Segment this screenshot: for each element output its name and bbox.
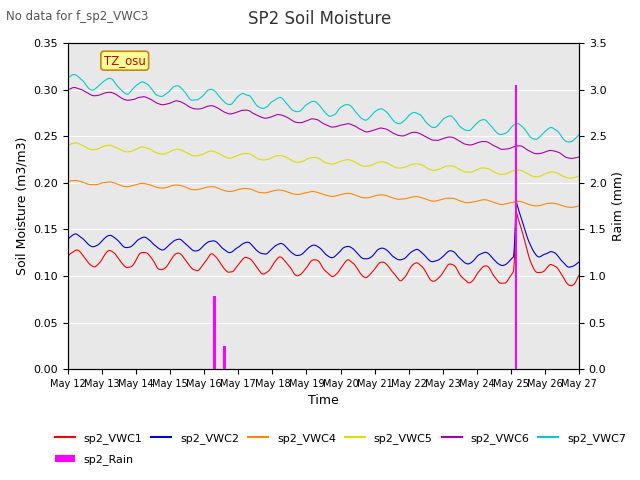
sp2_VWC5: [125, 149, 132, 155]
sp2_VWC4: [355, 194, 363, 200]
sp2_VWC7: [292, 108, 300, 114]
sp2_VWC1: [104, 249, 111, 254]
sp2_VWC6: [575, 154, 583, 160]
sp2_VWC5: [301, 157, 308, 163]
sp2_VWC1: [281, 258, 289, 264]
sp2_VWC2: [64, 236, 72, 242]
sp2_VWC1: [64, 253, 72, 259]
sp2_VWC7: [575, 132, 583, 137]
sp2_VWC1: [567, 283, 575, 288]
sp2_VWC5: [355, 162, 363, 168]
Line: sp2_VWC1: sp2_VWC1: [68, 212, 579, 286]
sp2_VWC2: [281, 243, 289, 249]
sp2_VWC7: [70, 72, 77, 77]
Text: No data for f_sp2_VWC3: No data for f_sp2_VWC3: [6, 10, 148, 23]
sp2_VWC7: [301, 103, 308, 109]
sp2_VWC6: [301, 119, 308, 124]
sp2_VWC1: [355, 268, 363, 274]
sp2_VWC5: [72, 140, 80, 146]
sp2_VWC4: [71, 178, 79, 183]
sp2_VWC4: [575, 203, 583, 209]
sp2_VWC2: [292, 252, 300, 258]
sp2_VWC6: [64, 87, 72, 93]
sp2_VWC6: [125, 97, 132, 103]
sp2_VWC4: [568, 204, 575, 210]
sp2_VWC2: [125, 244, 132, 250]
X-axis label: Time: Time: [308, 395, 339, 408]
sp2_VWC4: [64, 179, 72, 184]
sp2_VWC7: [125, 91, 132, 96]
sp2_VWC1: [513, 209, 520, 215]
sp2_VWC1: [301, 267, 308, 273]
sp2_VWC7: [64, 75, 72, 81]
sp2_VWC7: [282, 99, 289, 105]
Legend: sp2_Rain: sp2_Rain: [51, 450, 138, 469]
sp2_VWC2: [355, 252, 363, 258]
sp2_VWC5: [566, 175, 574, 181]
sp2_VWC5: [282, 154, 289, 160]
sp2_VWC4: [301, 190, 308, 196]
sp2_VWC2: [301, 249, 308, 254]
Line: sp2_VWC6: sp2_VWC6: [68, 87, 579, 158]
sp2_VWC2: [104, 233, 111, 239]
sp2_VWC5: [104, 143, 112, 148]
Bar: [515, 85, 517, 369]
Text: TZ_osu: TZ_osu: [104, 54, 146, 67]
sp2_VWC6: [568, 156, 575, 161]
sp2_VWC7: [564, 139, 572, 145]
sp2_VWC1: [575, 273, 583, 278]
sp2_VWC6: [355, 126, 363, 132]
Text: SP2 Soil Moisture: SP2 Soil Moisture: [248, 10, 392, 28]
sp2_VWC5: [292, 159, 300, 165]
sp2_VWC2: [565, 264, 573, 270]
sp2_VWC4: [292, 192, 300, 197]
sp2_VWC6: [70, 84, 78, 90]
Line: sp2_VWC5: sp2_VWC5: [68, 143, 579, 178]
Y-axis label: Soil Moisture (m3/m3): Soil Moisture (m3/m3): [15, 137, 28, 275]
Line: sp2_VWC4: sp2_VWC4: [68, 180, 579, 207]
sp2_VWC1: [292, 272, 300, 278]
sp2_VWC4: [282, 188, 289, 194]
sp2_VWC4: [104, 179, 112, 185]
sp2_VWC5: [64, 143, 72, 148]
Bar: [213, 297, 216, 369]
sp2_VWC4: [125, 184, 132, 190]
Line: sp2_VWC7: sp2_VWC7: [68, 74, 579, 142]
Legend: sp2_VWC1, sp2_VWC2, sp2_VWC4, sp2_VWC5, sp2_VWC6, sp2_VWC7: sp2_VWC1, sp2_VWC2, sp2_VWC4, sp2_VWC5, …: [51, 428, 630, 448]
sp2_VWC2: [575, 259, 583, 265]
sp2_VWC7: [355, 113, 363, 119]
sp2_VWC5: [575, 173, 583, 179]
sp2_VWC7: [104, 76, 112, 82]
sp2_VWC6: [104, 89, 112, 95]
sp2_VWC6: [282, 114, 289, 120]
sp2_VWC6: [292, 120, 300, 125]
Bar: [223, 346, 227, 369]
Line: sp2_VWC2: sp2_VWC2: [68, 202, 579, 267]
Y-axis label: Raim (mm): Raim (mm): [612, 171, 625, 241]
sp2_VWC1: [125, 264, 132, 270]
sp2_VWC2: [513, 199, 520, 204]
